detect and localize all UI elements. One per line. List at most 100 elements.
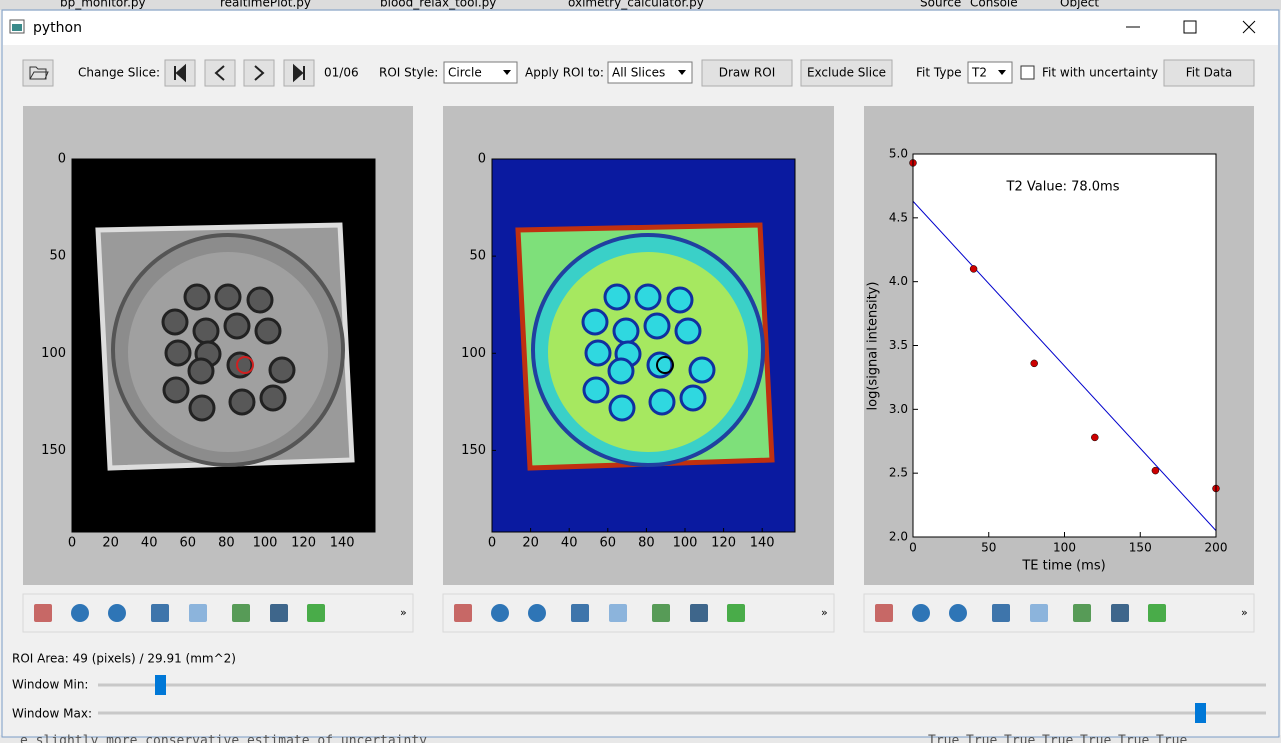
pan-button[interactable] [571,604,589,622]
fit-data-button-label: Fit Data [1186,66,1233,80]
back-button[interactable] [71,604,89,622]
vial [679,384,707,412]
vial [608,394,636,422]
background-cell: True [1156,734,1187,743]
exclude-slice-button[interactable] [800,59,893,87]
label: Window Min: [12,678,88,692]
exclude-slice-button-label: Exclude Slice [807,66,886,80]
window-min-slider[interactable] [155,675,166,695]
x-tick-label: 100 [253,536,278,551]
open-button[interactable] [22,59,54,87]
axes-frame [71,158,376,533]
pan-button[interactable] [151,604,169,622]
home-button[interactable] [454,604,472,622]
editor-tab[interactable]: blood_relax_tool.py [380,0,496,10]
side-tab[interactable]: Console [970,0,1018,10]
background-cell: True [966,734,997,743]
roi-style-combo[interactable] [443,61,518,84]
label: Apply ROI to: [525,66,604,80]
fit-type-combo-value: T2 [971,66,987,80]
close-button[interactable] [1242,20,1256,34]
prev-slice-button[interactable] [204,59,236,87]
x-tick-label: 120 [291,536,316,551]
x-tick-label: 60 [600,536,617,551]
editor-tab[interactable]: bp_monitor.py [60,0,146,10]
background-cell: True [928,734,959,743]
vial [228,388,256,416]
vial [254,317,282,345]
x-tick-label: 100 [673,536,698,551]
side-tab[interactable]: Object [1060,0,1099,10]
vial [246,286,274,314]
x-tick-label: 40 [141,536,158,551]
pan-button[interactable] [992,604,1010,622]
home-button[interactable] [34,604,52,622]
subplots-button[interactable] [232,604,250,622]
editor-tab[interactable]: realtimePlot.py [220,0,311,10]
more-button[interactable]: » [821,606,828,619]
window-max-slider[interactable] [1195,703,1206,723]
axes-frame [912,153,1217,538]
apply-button[interactable] [1148,604,1166,622]
checkbox-label: Fit with uncertainty [1042,66,1158,80]
apply-combo-value: All Slices [612,66,665,80]
vial [161,308,189,336]
side-tab[interactable]: Source [920,0,961,10]
fit-type-combo[interactable] [967,61,1013,84]
vial [214,283,242,311]
back-button[interactable] [491,604,509,622]
vial [223,312,251,340]
fit-data-button[interactable] [1163,59,1255,87]
apply-combo[interactable] [607,61,693,84]
draw-roi-button[interactable] [701,59,793,87]
apply-button[interactable] [307,604,325,622]
more-button[interactable]: » [400,606,407,619]
editor-tab[interactable]: oximetry_calculator.py [568,0,704,10]
roi [236,356,254,374]
vial [581,308,609,336]
save-button[interactable] [1111,604,1129,622]
dropdown-arrow [998,70,1006,75]
y-tick-label: 50 [469,249,486,264]
subplots-button[interactable] [1073,604,1091,622]
y-axis-label: log(signal intensity) [866,282,881,411]
more-button[interactable]: » [1241,606,1248,619]
vial [183,283,211,311]
save-button[interactable] [690,604,708,622]
home-button[interactable] [875,604,893,622]
uncertainty-checkbox[interactable] [1020,65,1035,80]
zoom-button[interactable] [189,604,207,622]
icon [293,63,305,83]
vial [187,357,215,385]
vial [666,286,694,314]
back-button[interactable] [912,604,930,622]
background-text: e slightly more conservative estimate of… [20,734,427,743]
zoom-button[interactable] [1030,604,1048,622]
forward-button[interactable] [949,604,967,622]
x-tick-label: 120 [711,536,736,551]
y-tick-label: 50 [49,249,66,264]
vial [674,317,702,345]
x-tick-label: 140 [750,536,775,551]
editor-tabs [0,0,1281,10]
forward-button[interactable] [528,604,546,622]
label: ROI Style: [379,66,438,80]
icon [254,65,265,81]
vial [634,283,662,311]
roi-area: ROI Area: 49 (pixels) / 29.91 (mm^2) [12,652,236,666]
vial [584,339,612,367]
vial [643,312,671,340]
axes-frame [491,158,796,533]
vial [162,376,190,404]
maximize-button[interactable] [1183,20,1197,34]
x-tick-label: 100 [1053,541,1076,555]
apply-button[interactable] [727,604,745,622]
subplots-button[interactable] [652,604,670,622]
phantom-inner [548,252,748,452]
next-slice-button[interactable] [243,59,275,87]
save-button[interactable] [270,604,288,622]
zoom-button[interactable] [609,604,627,622]
forward-button[interactable] [108,604,126,622]
x-tick-label: 60 [180,536,197,551]
x-tick-label: 50 [981,541,996,555]
